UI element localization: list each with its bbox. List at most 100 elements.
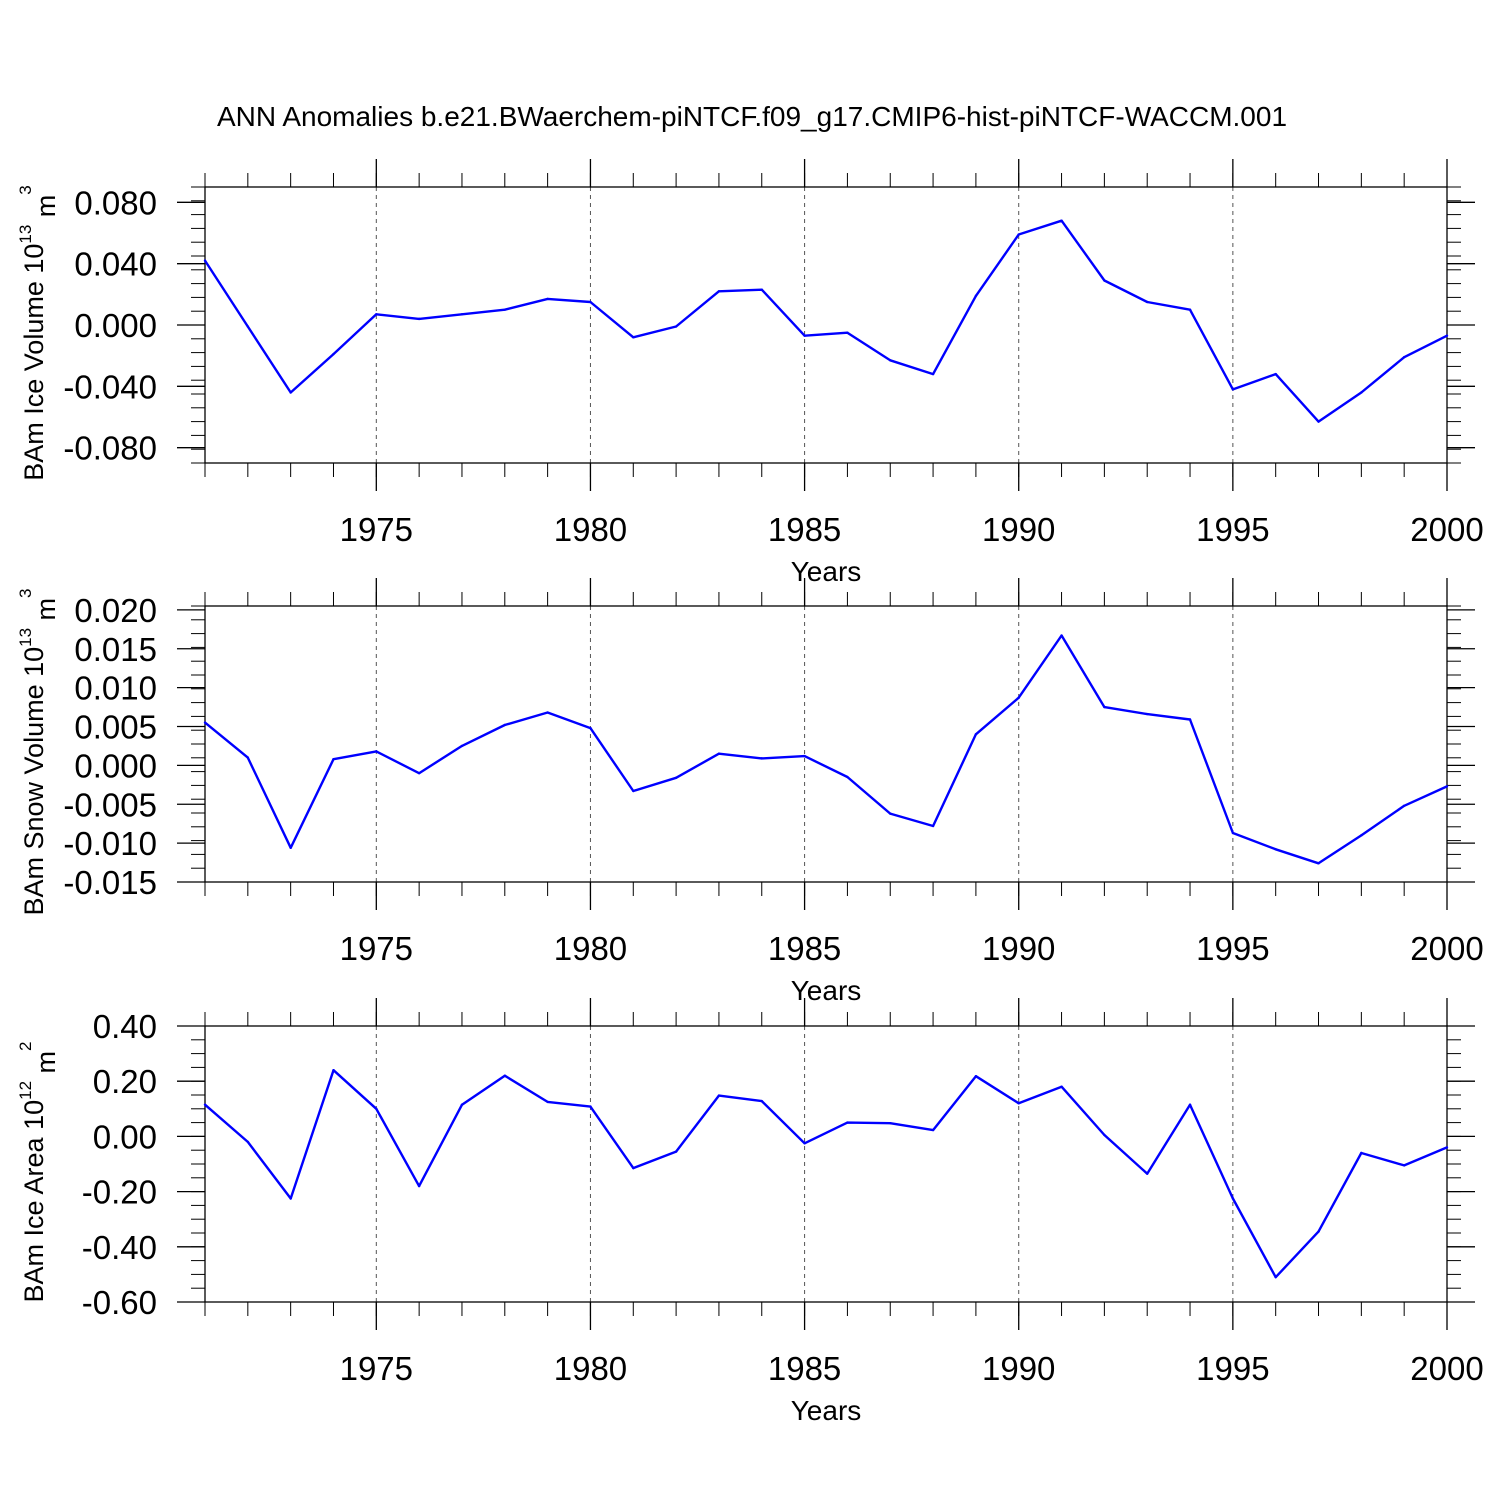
data-point: [503, 308, 506, 311]
data-point: [1060, 1085, 1063, 1088]
data-point: [289, 846, 292, 849]
data-point: [589, 300, 592, 304]
y-tick-label: -0.010: [63, 825, 157, 862]
x-tick-label: 2000: [1410, 511, 1483, 548]
data-point: [1146, 712, 1149, 716]
x-axis-label: Years: [791, 556, 862, 587]
data-point: [717, 290, 721, 293]
y-axis-label-unit-exp: 2: [16, 1042, 35, 1051]
data-point: [1360, 834, 1363, 837]
panel-snow-volume: 0.0200.0150.0100.0050.000-0.005-0.010-0.…: [16, 578, 1484, 1006]
data-point: [931, 824, 935, 828]
data-point: [1146, 1172, 1149, 1175]
y-tick-label: 0.020: [74, 592, 157, 629]
x-tick-label: 1995: [1196, 1350, 1269, 1387]
data-point: [674, 776, 678, 780]
x-tick-label: 1995: [1196, 511, 1269, 548]
data-point: [632, 1166, 635, 1170]
x-tick-label: 1985: [768, 930, 841, 967]
data-point: [674, 325, 678, 328]
x-tick-label: 1990: [982, 1350, 1055, 1387]
data-point: [332, 352, 335, 356]
data-point: [1402, 1164, 1406, 1167]
data-point: [1188, 308, 1192, 311]
data-point: [1274, 372, 1277, 376]
data-point: [1317, 862, 1320, 865]
y-axis-label-exp: 13: [16, 628, 35, 647]
data-point: [803, 1142, 806, 1145]
x-tick-label: 1985: [768, 1350, 841, 1387]
data-point: [289, 1197, 292, 1200]
x-tick-label: 1990: [982, 511, 1055, 548]
x-tick-label: 1995: [1196, 930, 1269, 967]
data-point: [246, 325, 250, 328]
data-point: [375, 750, 378, 753]
y-axis-label-unit-exp: 3: [16, 588, 35, 597]
y-tick-label: 0.015: [74, 631, 157, 668]
data-point: [931, 1128, 935, 1132]
y-axis-label-exp: 13: [16, 225, 35, 244]
data-point: [203, 1103, 207, 1106]
y-tick-label: 0.005: [74, 709, 157, 746]
x-tick-label: 1980: [554, 511, 627, 548]
data-point: [1445, 785, 1449, 788]
y-axis-label: BAm Ice Volume 1013 m3: [16, 185, 61, 481]
data-point: [846, 775, 849, 779]
y-tick-label: -0.015: [63, 864, 157, 901]
data-point: [1317, 1230, 1320, 1233]
data-point: [417, 1184, 421, 1188]
y-tick-label: 0.010: [74, 670, 157, 707]
y-axis-label-unit: m: [31, 598, 61, 628]
data-point: [760, 288, 763, 291]
x-tick-label: 2000: [1410, 1350, 1483, 1387]
y-axis-label-main: BAm Ice Volume 10: [19, 244, 49, 481]
y-tick-label: 0.20: [93, 1063, 157, 1100]
data-point: [1445, 334, 1449, 337]
data-point: [674, 1150, 678, 1153]
series-line: [204, 634, 1448, 865]
y-tick-label: 0.00: [93, 1118, 157, 1155]
data-point: [632, 336, 635, 339]
y-tick-label: 0.40: [93, 1008, 157, 1045]
data-point: [1060, 219, 1063, 222]
data-point: [417, 771, 421, 775]
x-tick-label: 1980: [554, 1350, 627, 1387]
y-axis-label-exp: 12: [16, 1081, 35, 1100]
data-point: [1274, 1275, 1277, 1279]
chart-title: ANN Anomalies b.e21.BWaerchem-piNTCF.f09…: [217, 101, 1287, 132]
data-point: [503, 723, 506, 727]
data-point: [332, 1068, 335, 1072]
data-point: [1360, 1151, 1363, 1155]
data-point: [1231, 1197, 1235, 1200]
data-point: [1017, 1102, 1020, 1105]
panel-ice-area: 0.40 0.20 0.00 -0.20 -0.40 -0.60 1975 1980 1985 1…: [16, 998, 1484, 1426]
y-tick-label: -0.20: [82, 1174, 157, 1211]
x-tick-label: 1990: [982, 930, 1055, 967]
data-point: [889, 359, 892, 362]
data-point: [974, 294, 978, 298]
data-point: [1231, 388, 1235, 391]
data-point: [717, 1094, 721, 1097]
data-point: [375, 1107, 378, 1111]
data-point: [1103, 279, 1106, 282]
data-point: [931, 372, 935, 376]
data-point: [1317, 420, 1320, 423]
data-point: [460, 1103, 464, 1106]
data-point: [1188, 1103, 1192, 1106]
data-point: [889, 812, 892, 815]
data-point: [1360, 391, 1363, 394]
y-axis-label-unit: m: [31, 1051, 61, 1081]
data-point: [203, 721, 207, 724]
data-point: [1060, 634, 1063, 637]
x-tick-label: 1975: [340, 930, 413, 967]
y-tick-label: 0.000: [74, 307, 157, 344]
y-axis-label-unit: m: [31, 195, 61, 225]
data-point: [546, 711, 549, 714]
y-tick-label: -0.005: [63, 786, 157, 823]
x-axis-label: Years: [791, 1395, 862, 1426]
data-point: [1146, 300, 1149, 304]
data-point: [803, 334, 806, 337]
data-point: [1017, 696, 1020, 699]
x-tick-label: 1975: [340, 1350, 413, 1387]
data-point: [846, 331, 849, 334]
